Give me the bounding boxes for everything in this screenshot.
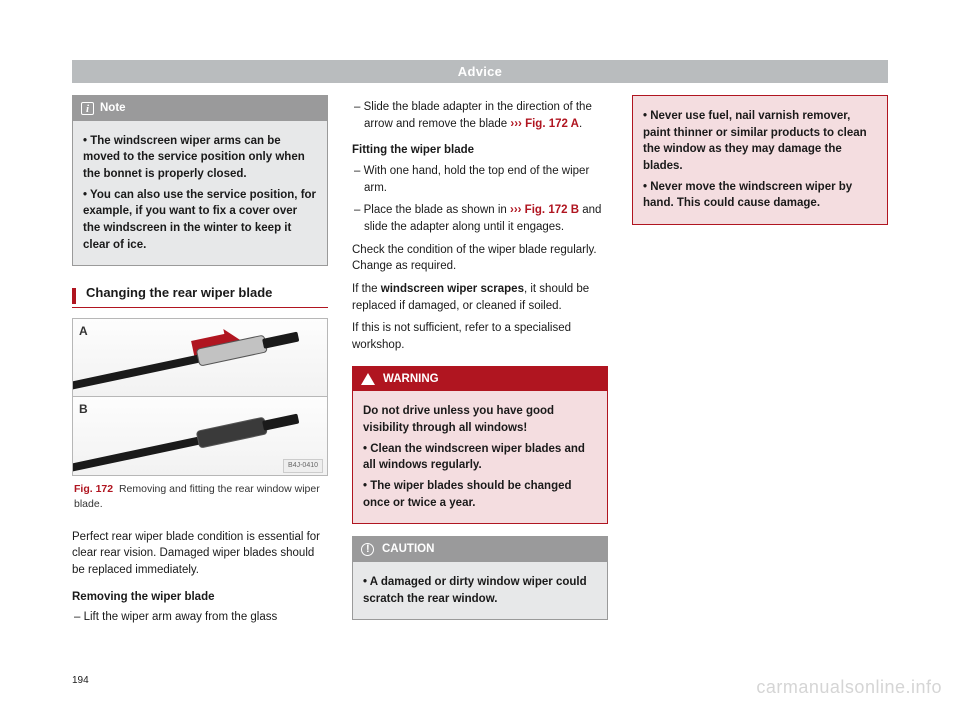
heading-bar bbox=[72, 288, 76, 304]
col2-dash1: Slide the blade adapter in the direction… bbox=[352, 99, 608, 132]
caution-head-text: CAUTION bbox=[382, 541, 434, 558]
col2-dash4: Place the blade as shown in ››› Fig. 172… bbox=[352, 202, 608, 235]
caution-icon bbox=[361, 543, 374, 556]
figure-172: A B B4J-0410 bbox=[72, 318, 328, 476]
col2-d4a: Place the blade as shown in bbox=[364, 204, 510, 216]
caution-head: CAUTION bbox=[353, 537, 607, 562]
figure-caption: Fig. 172 Removing and fitting the rear w… bbox=[72, 476, 328, 522]
warning-p0: Do not drive unless you have good visibi… bbox=[363, 403, 597, 436]
note-body: The windscreen wiper arms can be moved t… bbox=[73, 121, 327, 266]
columns: Note The windscreen wiper arms can be mo… bbox=[72, 95, 888, 632]
figure-panel-b: B B4J-0410 bbox=[73, 397, 327, 475]
col1-sub1: Removing the wiper blade bbox=[72, 589, 328, 606]
warning-p2: The wiper blades should be changed once … bbox=[363, 478, 597, 511]
wiper-illustration-b bbox=[73, 409, 302, 475]
warning-icon bbox=[361, 373, 375, 385]
warning-p1: Clean the windscreen wiper blades and al… bbox=[363, 441, 597, 474]
col3-p2: Never move the windscreen wiper by hand.… bbox=[643, 179, 877, 212]
page-number: 194 bbox=[72, 675, 89, 686]
note-p1: The windscreen wiper arms can be moved t… bbox=[83, 133, 317, 183]
col2-d2b: . bbox=[579, 118, 582, 130]
note-box: Note The windscreen wiper arms can be mo… bbox=[72, 95, 328, 266]
col2-dash3: With one hand, hold the top end of the w… bbox=[352, 163, 608, 196]
heading-text: Changing the rear wiper blade bbox=[86, 284, 272, 307]
col1-para1: Perfect rear wiper blade condition is es… bbox=[72, 529, 328, 579]
column-1: Note The windscreen wiper arms can be mo… bbox=[72, 95, 328, 632]
figure-label-a: A bbox=[79, 323, 88, 340]
figure-panel-a: A bbox=[73, 319, 327, 397]
section-banner: Advice bbox=[72, 60, 888, 83]
warning-body: Do not drive unless you have good visibi… bbox=[353, 391, 607, 523]
col2-sub2: Fitting the wiper blade bbox=[352, 142, 608, 159]
col3-p1: Never use fuel, nail varnish remover, pa… bbox=[643, 108, 877, 175]
note-head: Note bbox=[73, 96, 327, 121]
col2-p2a: If the bbox=[352, 283, 381, 295]
page: Advice Note The windscreen wiper arms ca… bbox=[0, 0, 960, 708]
col1-dash1: Lift the wiper arm away from the glass bbox=[72, 609, 328, 626]
col2-p3: If this is not sufficient, refer to a sp… bbox=[352, 320, 608, 353]
col2-p1: Check the condition of the wiper blade r… bbox=[352, 242, 608, 275]
col2-p2b: windscreen wiper scrapes bbox=[381, 283, 524, 295]
caution-p1: A damaged or dirty window wiper could sc… bbox=[363, 574, 597, 607]
note-p2: You can also use the service position, f… bbox=[83, 187, 317, 254]
caution-continued-body: Never use fuel, nail varnish remover, pa… bbox=[633, 96, 887, 224]
warning-box: WARNING Do not drive unless you have goo… bbox=[352, 366, 608, 525]
note-head-text: Note bbox=[100, 100, 126, 117]
caution-body: A damaged or dirty window wiper could sc… bbox=[353, 562, 607, 619]
fig-ref-2: ››› Fig. 172 B bbox=[510, 204, 579, 216]
figure-code: B4J-0410 bbox=[283, 459, 323, 473]
column-2: Slide the blade adapter in the direction… bbox=[352, 95, 608, 632]
section-heading: Changing the rear wiper blade bbox=[72, 284, 328, 308]
figure-label-b: B bbox=[79, 401, 88, 418]
column-3: Never use fuel, nail varnish remover, pa… bbox=[632, 95, 888, 632]
watermark: carmanualsonline.info bbox=[756, 677, 942, 698]
fig-ref-1: ››› Fig. 172 A bbox=[510, 118, 579, 130]
wiper-illustration-a bbox=[73, 327, 302, 397]
warning-head-text: WARNING bbox=[383, 371, 439, 388]
col2-p2: If the windscreen wiper scrapes, it shou… bbox=[352, 281, 608, 314]
caution-box: CAUTION A damaged or dirty window wiper … bbox=[352, 536, 608, 620]
info-icon bbox=[81, 102, 94, 115]
figure-number: Fig. 172 bbox=[74, 483, 113, 495]
warning-head: WARNING bbox=[353, 367, 607, 392]
caution-continued-box: Never use fuel, nail varnish remover, pa… bbox=[632, 95, 888, 225]
